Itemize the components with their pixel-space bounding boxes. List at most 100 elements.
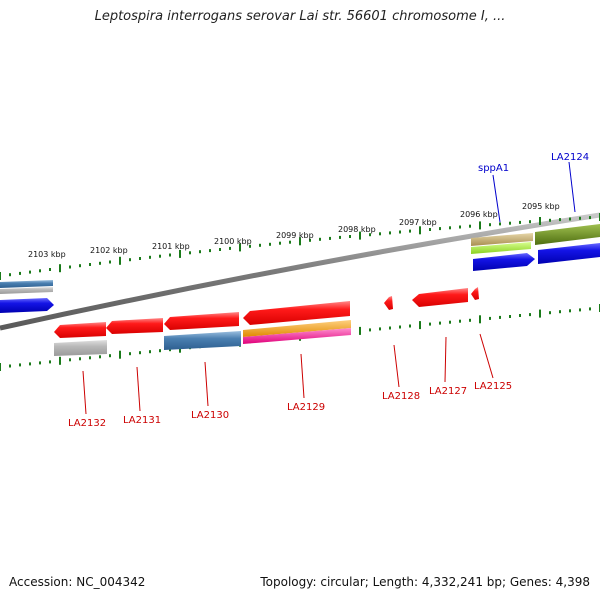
leader-line-LA2124 [568, 161, 576, 213]
upper-ruler-minor-tick [289, 240, 291, 244]
lower-ruler-minor-tick [9, 364, 11, 368]
upper-ruler-minor-tick [39, 269, 41, 273]
lower-ruler-minor-tick [129, 352, 131, 356]
feature-tan-sppA1[interactable] [471, 233, 533, 246]
gene-label-LA2124[interactable]: LA2124 [551, 152, 589, 163]
cds-arrow-blue-LA2124[interactable] [538, 243, 600, 264]
lower-ruler-minor-tick [449, 320, 451, 324]
gene-label-LA2131[interactable]: LA2131 [123, 415, 161, 426]
upper-ruler-minor-tick [259, 243, 261, 247]
kbp-tick-label: 2101 kbp [152, 242, 190, 251]
upper-ruler-minor-tick [329, 236, 331, 240]
lower-ruler-minor-tick [149, 350, 151, 354]
upper-ruler-minor-tick [19, 271, 21, 275]
upper-ruler-minor-tick [169, 253, 171, 257]
upper-ruler-minor-tick [549, 218, 551, 222]
gene-arrow-LA2129[interactable] [243, 301, 350, 325]
lower-ruler-minor-tick [369, 328, 371, 332]
upper-ruler-minor-tick [349, 235, 351, 238]
topology-summary: Topology: circular; Length: 4,332,241 bp… [260, 575, 590, 589]
upper-ruler-minor-tick [89, 263, 91, 266]
upper-ruler-minor-tick [399, 230, 401, 234]
upper-ruler-minor-tick [79, 264, 81, 268]
cds-arrow-blue-left[interactable] [0, 298, 54, 313]
lower-ruler-minor-tick [579, 308, 581, 312]
lower-ruler-minor-tick [489, 316, 491, 320]
upper-ruler-minor-tick [379, 232, 381, 236]
lower-ruler-minor-tick [99, 355, 101, 359]
upper-ruler-major-tick [299, 237, 301, 246]
gene-label-LA2132[interactable]: LA2132 [68, 418, 106, 429]
lower-ruler-minor-tick [389, 326, 391, 330]
gene-arrow-LA2127[interactable] [412, 288, 468, 307]
lower-ruler-minor-tick [109, 354, 111, 358]
feature-olive-LA2124[interactable] [535, 224, 600, 245]
lower-ruler-minor-tick [79, 357, 81, 361]
gene-label-LA2129[interactable]: LA2129 [287, 402, 325, 413]
upper-ruler-minor-tick [49, 268, 51, 271]
gene-arrow-LA2128[interactable] [384, 296, 393, 310]
upper-ruler-major-tick [119, 256, 121, 265]
kbp-tick-label: 2097 kbp [399, 218, 437, 227]
accession-text: Accession: NC_004342 [9, 575, 146, 589]
upper-ruler-minor-tick [189, 251, 191, 255]
lower-ruler-major-tick [419, 321, 421, 330]
upper-ruler-minor-tick [209, 249, 211, 253]
gene-arrow-LA2131[interactable] [106, 318, 163, 334]
lower-ruler-minor-tick [529, 313, 531, 317]
upper-ruler-minor-tick [499, 222, 501, 226]
upper-ruler-minor-tick [219, 248, 221, 251]
kbp-tick-label: 2099 kbp [276, 231, 314, 240]
lower-ruler-minor-tick [459, 319, 461, 323]
feature-steel-left[interactable] [0, 280, 53, 288]
leader-line-LA2125 [479, 333, 494, 379]
feature-grey-LA2132[interactable] [54, 340, 107, 356]
lower-ruler-minor-tick [549, 311, 551, 315]
lower-ruler-minor-tick [49, 360, 51, 364]
feature-steel-LA2130[interactable] [164, 331, 241, 350]
upper-ruler-minor-tick [269, 242, 271, 246]
gene-arrow-LA2125[interactable] [471, 287, 479, 300]
lower-ruler-minor-tick [69, 358, 71, 362]
leader-line-LA2128 [393, 344, 400, 388]
upper-ruler-minor-tick [279, 241, 281, 245]
upper-ruler-major-tick [0, 272, 1, 280]
gene-arrow-LA2132[interactable] [54, 322, 106, 338]
lower-ruler-minor-tick [139, 351, 141, 355]
feature-magenta-LA2129[interactable] [243, 328, 351, 344]
lower-ruler-minor-tick [519, 314, 521, 317]
upper-ruler-major-tick [419, 226, 421, 235]
gene-label-LA2125[interactable]: LA2125 [474, 381, 512, 392]
feature-grey-left[interactable] [0, 287, 53, 294]
upper-ruler-minor-tick [389, 231, 391, 235]
cds-arrow-blue-sppA1[interactable] [473, 253, 535, 271]
lower-ruler-minor-tick [19, 363, 21, 367]
feature-orange-LA2129[interactable] [243, 320, 351, 337]
upper-ruler-minor-tick [369, 233, 371, 237]
gene-label-LA2127[interactable]: LA2127 [429, 386, 467, 397]
gene-label-LA2128[interactable]: LA2128 [382, 391, 420, 402]
upper-ruler-major-tick [239, 243, 241, 252]
gene-label-sppA1[interactable]: sppA1 [478, 163, 509, 174]
upper-ruler-minor-tick [569, 217, 571, 221]
lower-ruler-minor-tick [499, 315, 501, 319]
upper-ruler-minor-tick [29, 270, 31, 274]
upper-ruler-minor-tick [149, 255, 151, 259]
leader-line-LA2127 [444, 336, 447, 383]
kbp-tick-label: 2095 kbp [522, 202, 560, 211]
kbp-tick-label: 2096 kbp [460, 210, 498, 219]
upper-ruler-minor-tick [409, 229, 411, 233]
upper-ruler-minor-tick [109, 260, 111, 264]
kbp-tick-label: 2098 kbp [338, 225, 376, 234]
kbp-tick-label: 2103 kbp [28, 250, 66, 259]
leader-line-LA2131 [136, 366, 141, 412]
lower-ruler-minor-tick [429, 322, 431, 326]
leader-line-sppA1 [492, 174, 501, 223]
gene-label-LA2130[interactable]: LA2130 [191, 410, 229, 421]
upper-ruler-major-tick [479, 221, 481, 230]
feature-lime-sppA1[interactable] [471, 242, 531, 254]
upper-ruler-major-tick [59, 264, 61, 273]
gene-arrow-LA2130[interactable] [164, 312, 239, 330]
lower-ruler-minor-tick [409, 324, 411, 328]
lower-ruler-minor-tick [29, 362, 31, 366]
